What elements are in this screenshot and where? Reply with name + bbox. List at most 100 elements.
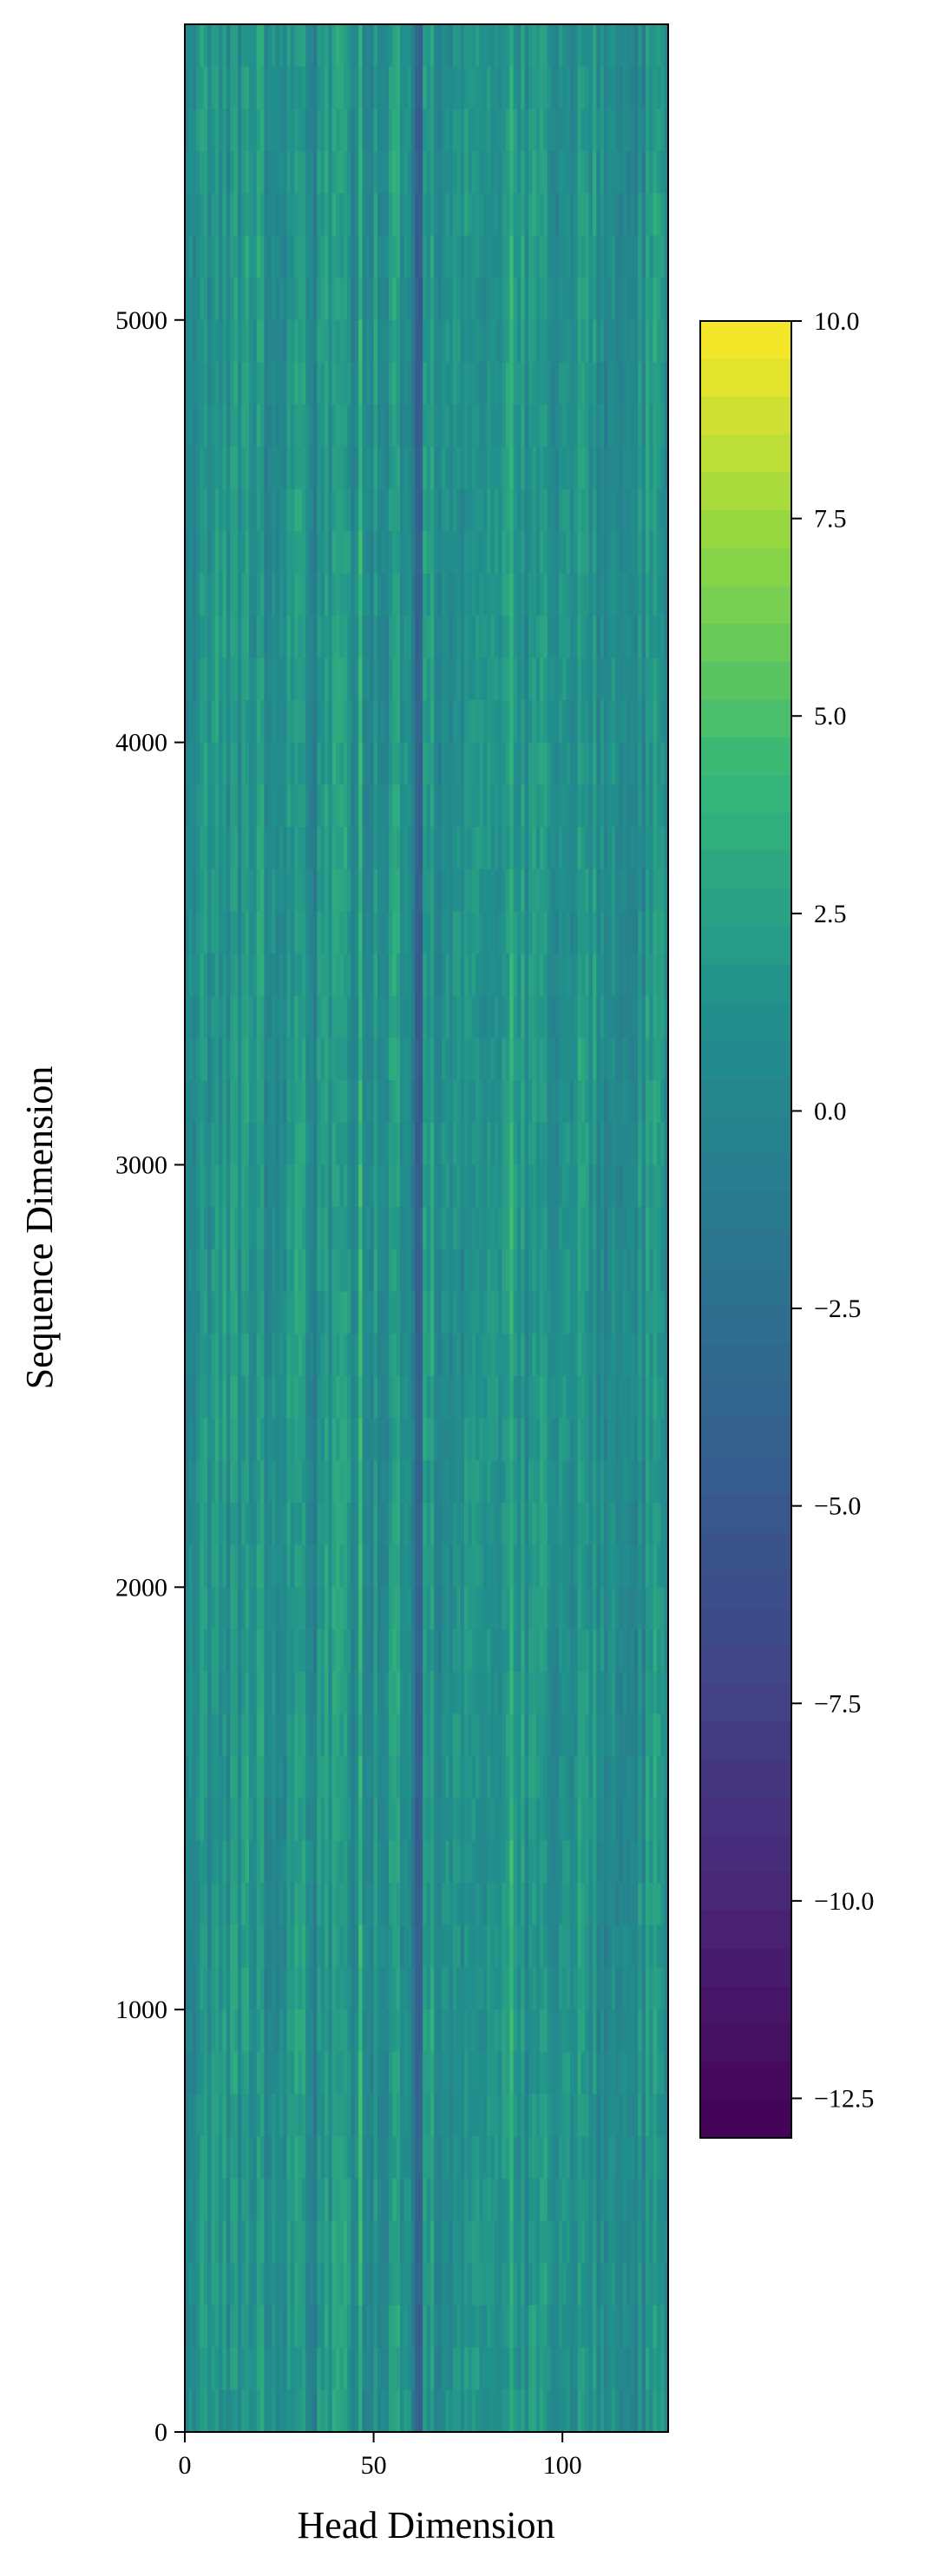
heatmap-cell <box>200 615 205 659</box>
heatmap-cell <box>437 24 443 68</box>
heatmap-cell <box>370 954 375 997</box>
heatmap-cell <box>426 2178 431 2222</box>
heatmap-cell <box>441 1883 446 1926</box>
heatmap-cell <box>185 615 189 659</box>
heatmap-cell <box>351 278 356 321</box>
heatmap-cell <box>272 1418 277 1461</box>
heatmap-cell <box>354 1924 359 1969</box>
heatmap-cell <box>403 446 409 490</box>
heatmap-cell <box>279 1038 284 1081</box>
heatmap-cell <box>237 1080 242 1124</box>
heatmap-cell <box>370 1122 375 1166</box>
heatmap-cell <box>505 2389 510 2433</box>
heatmap-cell <box>358 2263 364 2306</box>
heatmap-cell <box>430 108 435 152</box>
heatmap-cell <box>441 2094 446 2137</box>
heatmap-cell <box>445 827 450 870</box>
heatmap-cell <box>365 108 371 152</box>
heatmap-cell <box>476 1375 481 1419</box>
heatmap-cell <box>336 2136 341 2179</box>
heatmap-cell <box>365 1883 371 1926</box>
heatmap-cell <box>283 1671 288 1714</box>
heatmap-cell <box>482 1502 488 1546</box>
heatmap-cell <box>362 66 367 109</box>
heatmap-cell <box>373 2178 378 2222</box>
heatmap-cell <box>230 488 235 532</box>
heatmap-cell <box>415 1967 420 2010</box>
heatmap-cell <box>482 1207 488 1250</box>
heatmap-cell <box>230 2094 235 2137</box>
heatmap-cell <box>279 658 284 701</box>
heatmap-cell <box>373 699 378 744</box>
heatmap-cell <box>476 827 481 870</box>
heatmap-cell <box>415 66 420 109</box>
heatmap-cell <box>430 488 435 532</box>
heatmap-cell <box>267 151 272 194</box>
heatmap-cell <box>430 1080 435 1124</box>
heatmap-cell <box>460 1587 465 1630</box>
heatmap-cell <box>207 404 213 448</box>
heatmap-cell <box>479 827 484 870</box>
heatmap-cell <box>226 108 231 152</box>
heatmap-cell <box>275 2178 280 2222</box>
heatmap-cell <box>498 2136 503 2179</box>
heatmap-cell <box>505 1840 510 1884</box>
heatmap-cell <box>336 1967 341 2010</box>
heatmap-cell <box>468 784 473 828</box>
heatmap-cell <box>256 2136 261 2179</box>
heatmap-cell <box>230 1883 235 1926</box>
heatmap-cell <box>248 108 253 152</box>
heatmap-cell <box>373 1291 378 1334</box>
heatmap-cell <box>343 699 348 744</box>
heatmap-cell <box>365 362 371 405</box>
heatmap-cell <box>377 2220 382 2264</box>
heatmap-cell <box>290 2178 295 2222</box>
heatmap-cell <box>328 827 333 870</box>
heatmap-cell <box>241 2009 246 2053</box>
heatmap-cell <box>207 1883 213 1926</box>
heatmap-cell <box>222 1460 227 1504</box>
heatmap-cell <box>445 1671 450 1714</box>
heatmap-cell <box>336 24 341 68</box>
heatmap-cell <box>494 573 499 617</box>
heatmap-cell <box>241 742 246 785</box>
heatmap-cell <box>415 24 420 68</box>
heatmap-cell <box>415 615 420 659</box>
heatmap-cell <box>230 193 235 237</box>
heatmap-cell <box>411 2304 417 2349</box>
heatmap-cell <box>290 151 295 194</box>
heatmap-cell <box>434 2051 439 2095</box>
heatmap-cell <box>283 1375 288 1419</box>
heatmap-cell <box>449 2220 454 2264</box>
heatmap-cell <box>476 2136 481 2179</box>
heatmap-cell <box>471 151 476 194</box>
heatmap-cell <box>449 1587 454 1630</box>
heatmap-cell <box>509 531 515 574</box>
heatmap-cell <box>203 404 208 448</box>
heatmap-cell <box>468 1460 473 1504</box>
heatmap-cell <box>358 1207 364 1250</box>
heatmap-cell <box>423 1840 428 1884</box>
heatmap-cell <box>211 531 216 574</box>
heatmap-cell <box>505 404 510 448</box>
heatmap-cell <box>237 278 242 321</box>
heatmap-cell <box>294 1460 299 1504</box>
heatmap-cell <box>290 193 295 237</box>
heatmap-cell <box>449 1756 454 1799</box>
heatmap-cell <box>241 1714 246 1757</box>
heatmap-cell <box>351 1840 356 1884</box>
heatmap-cell <box>392 1038 397 1081</box>
heatmap-cell <box>325 954 329 997</box>
heatmap-cell <box>279 954 284 997</box>
heatmap-cell <box>267 1798 272 1842</box>
heatmap-cell <box>354 1207 359 1250</box>
heatmap-cell <box>388 1756 393 1799</box>
heatmap-cell <box>233 319 239 364</box>
heatmap-cell <box>426 954 431 997</box>
heatmap-cell <box>260 66 265 109</box>
heatmap-cell <box>339 1502 344 1546</box>
heatmap-cell <box>476 868 481 912</box>
heatmap-cell <box>407 1967 412 2010</box>
heatmap-cell <box>192 2304 197 2349</box>
heatmap-cell <box>415 362 420 405</box>
